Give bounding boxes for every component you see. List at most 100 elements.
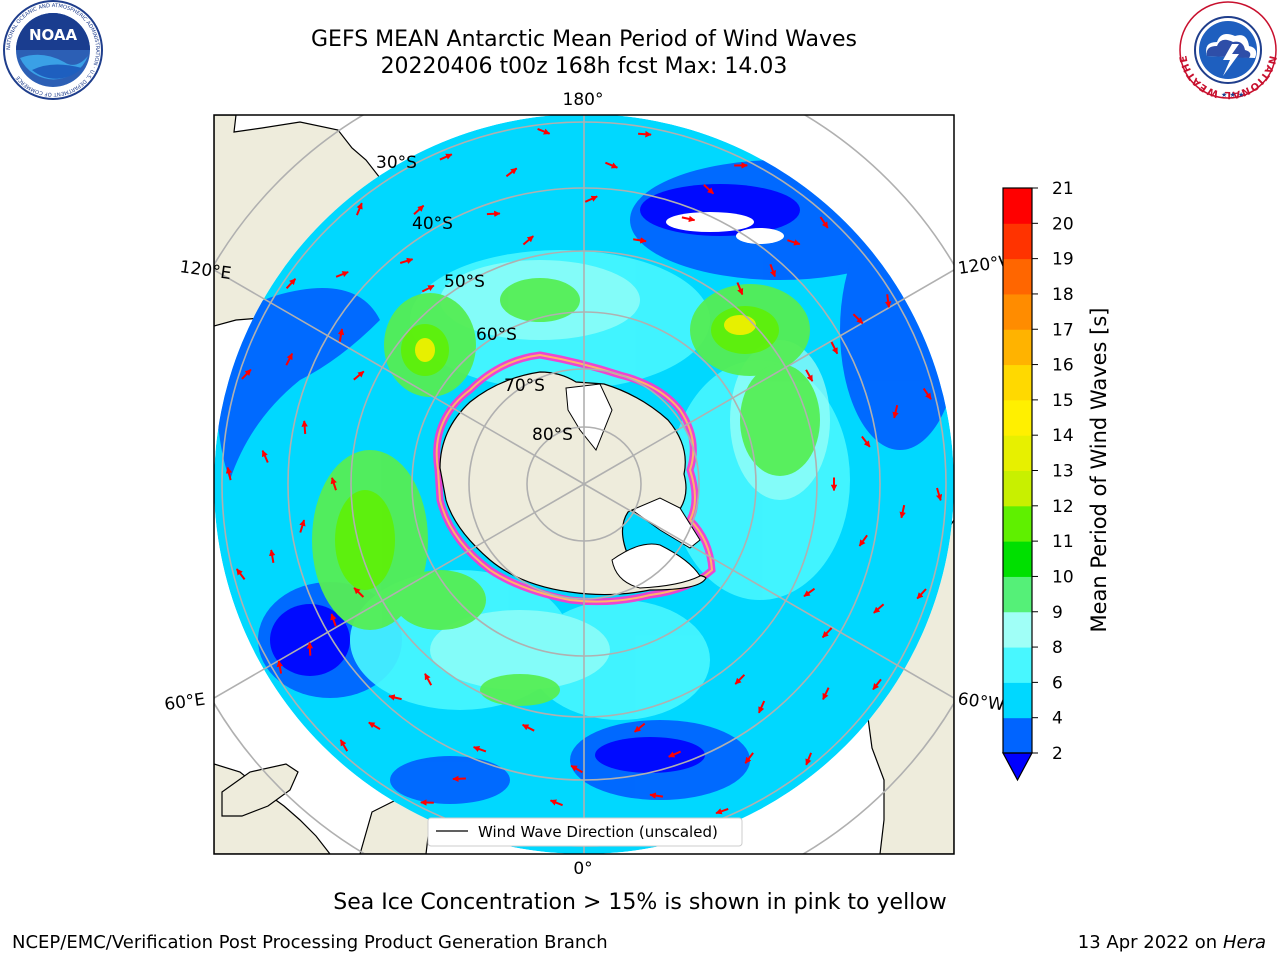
wind-wave-arrow bbox=[335, 271, 349, 278]
wind-wave-arrow bbox=[330, 477, 337, 491]
wind-wave-arrow bbox=[522, 723, 535, 732]
wind-wave-arrow bbox=[736, 282, 744, 296]
chart-subtitle-run: 20220406 t00z 168h fcst Max: 14.03 bbox=[380, 54, 788, 79]
wind-wave-arrow bbox=[668, 750, 682, 758]
wind-wave-arrow bbox=[858, 534, 868, 547]
wind-wave-arrow bbox=[922, 387, 932, 400]
footer-date-text: 13 Apr 2022 on bbox=[1077, 932, 1223, 953]
national-weather-service-logo-icon: NATIONAL WEATHER SERVICE ★ ★ ★ bbox=[1173, 0, 1279, 104]
lon-label-0: 0° bbox=[573, 859, 592, 879]
wind-wave-arrow bbox=[353, 587, 365, 598]
colorbar-band bbox=[1003, 223, 1032, 260]
colorbar-tick-label: 17 bbox=[1052, 320, 1074, 340]
wind-wave-arrows bbox=[225, 127, 943, 841]
wind-wave-arrow bbox=[899, 504, 906, 519]
wind-wave-arrow bbox=[703, 184, 715, 195]
wind-wave-arrow bbox=[769, 263, 776, 278]
wind-wave-arrow bbox=[299, 519, 306, 533]
wind-wave-arrow bbox=[819, 216, 829, 229]
colorbar-tick-label: 4 bbox=[1052, 709, 1063, 729]
colorbar-band bbox=[1003, 188, 1032, 224]
wind-wave-arrow bbox=[285, 278, 297, 289]
noaa-logo-icon: NOAA NATIONAL OCEANIC AND ATMOSPHERIC AD… bbox=[2, 0, 104, 104]
colorbar-tick-label: 6 bbox=[1052, 673, 1063, 693]
wind-wave-arrow bbox=[452, 775, 466, 782]
wind-wave-arrow bbox=[584, 195, 598, 203]
wind-wave-arrow bbox=[522, 235, 534, 246]
colorbar-band bbox=[1003, 682, 1032, 719]
wind-wave-arrow bbox=[388, 694, 402, 701]
colorbar: 2 4 6 8 9 10 11 12 13 14 15 16 17 18 19 20 21 Mean Perio… bbox=[1001, 179, 1111, 782]
footer-machine: Hera bbox=[1222, 932, 1266, 953]
lat-label-40s: 40°S bbox=[412, 214, 453, 234]
colorbar-band bbox=[1003, 576, 1032, 613]
lat-label-60s: 60°S bbox=[476, 325, 517, 345]
colorbar-band bbox=[1003, 435, 1032, 471]
wind-wave-arrow bbox=[605, 161, 618, 169]
legend-label: Wind Wave Direction (unscaled) bbox=[478, 823, 718, 841]
wind-wave-arrow bbox=[399, 257, 414, 264]
colorbar-tick-label: 15 bbox=[1052, 391, 1074, 411]
wind-wave-arrow bbox=[734, 674, 746, 685]
colorbar-tick-label: 14 bbox=[1052, 426, 1074, 446]
colorbar-tick-label: 18 bbox=[1052, 285, 1074, 305]
wind-wave-arrow bbox=[235, 568, 246, 581]
colorbar-extend-triangle bbox=[1001, 752, 1034, 782]
colorbar-tick-label: 9 bbox=[1052, 603, 1063, 623]
lat-label-80s: 80°S bbox=[532, 425, 573, 445]
wind-wave-arrow bbox=[681, 215, 696, 223]
colorbar-label: Mean Period of Wind Waves [s] bbox=[1087, 308, 1111, 633]
wind-wave-arrow bbox=[285, 353, 294, 366]
wind-wave-arrow bbox=[225, 466, 233, 481]
colorbar-tick-label: 8 bbox=[1052, 638, 1063, 658]
graticule bbox=[214, 115, 954, 854]
wind-wave-arrow bbox=[787, 239, 801, 246]
wind-wave-arrow bbox=[872, 678, 882, 691]
wind-wave-arrow bbox=[269, 549, 276, 563]
lon-label-60w: 60°W bbox=[956, 689, 1005, 715]
wind-wave-arrow bbox=[413, 204, 425, 216]
wind-wave-arrow bbox=[421, 284, 435, 293]
wind-wave-arrow bbox=[861, 435, 871, 448]
colorbar-tick-label: 11 bbox=[1052, 532, 1074, 552]
wind-wave-arrow bbox=[241, 368, 252, 380]
lon-label-60e: 60°E bbox=[163, 690, 206, 715]
colorbar-band bbox=[1003, 541, 1032, 577]
wind-wave-arrow bbox=[353, 370, 365, 381]
chart-title: GEFS MEAN Antarctic Mean Period of Wind … bbox=[311, 27, 857, 52]
wind-wave-arrow bbox=[822, 687, 830, 700]
footer-branch: NCEP/EMC/Verification Post Processing Pr… bbox=[12, 932, 608, 953]
colorbar-band bbox=[1003, 505, 1032, 542]
colorbar-band bbox=[1003, 470, 1032, 507]
wind-wave-arrow bbox=[892, 404, 899, 419]
antarctic-peninsula bbox=[630, 497, 701, 549]
wind-wave-arrow bbox=[424, 673, 433, 686]
wind-wave-arrow bbox=[330, 613, 337, 627]
wind-wave-arrow bbox=[805, 752, 813, 766]
colorbar-band bbox=[1003, 611, 1032, 648]
wind-wave-arrow bbox=[306, 642, 314, 656]
wind-wave-arrow bbox=[505, 167, 518, 178]
colorbar-tick-label: 10 bbox=[1052, 567, 1074, 587]
colorbar-band bbox=[1003, 258, 1032, 295]
wind-wave-arrow bbox=[805, 369, 814, 382]
wind-wave-arrow bbox=[355, 202, 363, 216]
wind-wave-arrow bbox=[803, 587, 816, 598]
lat-label-50s: 50°S bbox=[444, 272, 485, 292]
ronne-ice-shelf bbox=[611, 543, 701, 589]
colorbar-tick-label: 13 bbox=[1052, 462, 1074, 482]
wind-wave-arrow bbox=[486, 210, 501, 217]
colorbar-tick-label: 19 bbox=[1052, 250, 1074, 270]
wind-wave-arrow bbox=[649, 792, 664, 799]
noaa-logo-text: NOAA bbox=[29, 26, 78, 44]
colorbar-band bbox=[1003, 329, 1032, 366]
wind-wave-arrow bbox=[715, 807, 729, 815]
wind-wave-arrow bbox=[439, 153, 453, 161]
wind-wave-arrow bbox=[537, 127, 551, 135]
wind-wave-arrow bbox=[916, 588, 927, 600]
wind-wave-arrow bbox=[633, 722, 646, 733]
map-frame bbox=[213, 114, 955, 855]
svg-text:★ ★ ★: ★ ★ ★ bbox=[1221, 91, 1244, 99]
wind-wave-arrow bbox=[884, 294, 892, 308]
wind-wave-arrow bbox=[633, 237, 647, 244]
